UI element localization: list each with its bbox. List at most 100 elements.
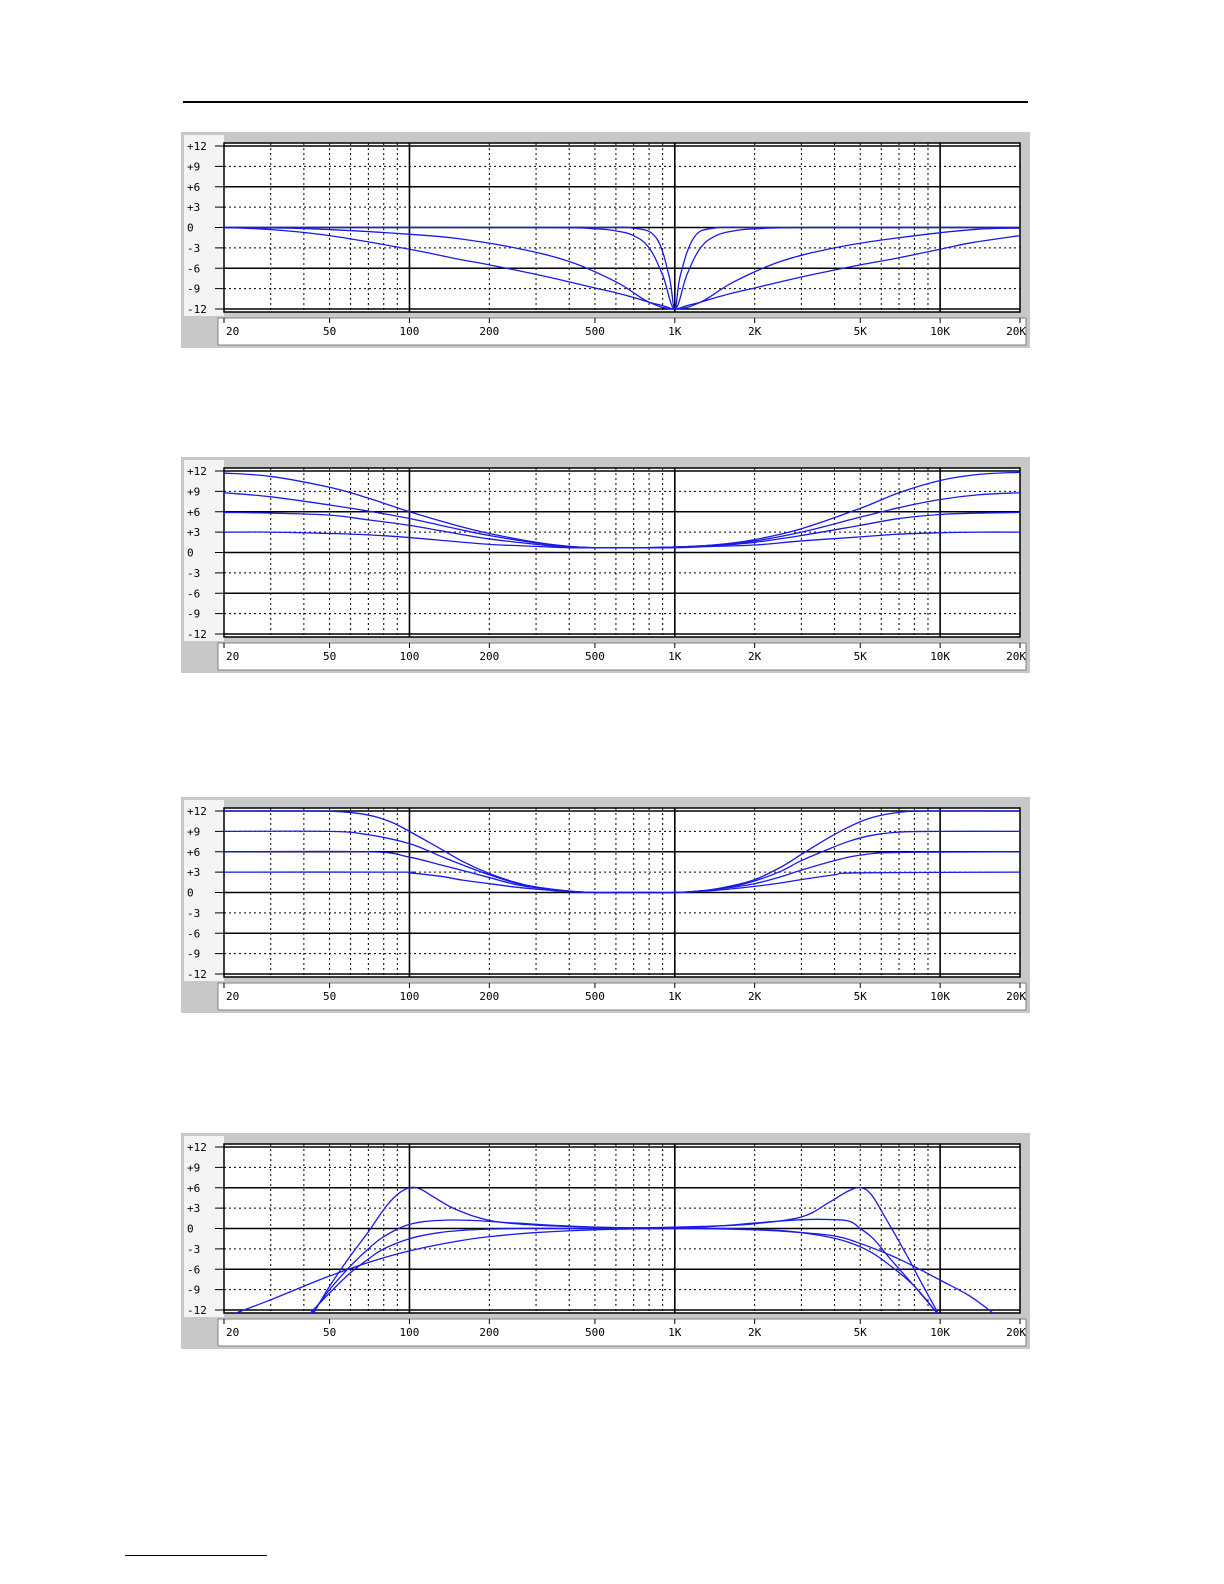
x-tick-label: 2K [748,325,762,338]
x-tick-label: 20 [226,990,239,1003]
x-tick-label: 500 [585,990,605,1003]
y-tick-label: +9 [187,825,200,838]
series-line-4 [224,226,1020,310]
x-tick-label: 50 [323,650,336,663]
x-tick-label: 20K [1006,325,1026,338]
y-axis-panel [184,1136,224,1317]
plot-border [223,467,1021,638]
y-tick-label: -6 [187,587,200,600]
y-tick-label: -12 [187,628,207,641]
x-tick-label: 200 [479,990,499,1003]
x-tick-label: 2K [748,1326,762,1339]
chart-svg: +12 +9 +6 +3 0 -3 -6 -9 -12 20 50 100 200 500 1K 2K 5K 10… [181,1133,1030,1349]
x-tick-label: 20K [1006,990,1026,1003]
y-tick-label: 0 [187,887,194,900]
eq-chart-2: +12 +9 +6 +3 0 -3 -6 -9 -12 20 50 100 200 500 1K 2K 5K 10… [181,457,1030,673]
y-tick-label: 0 [187,547,194,560]
y-tick-label: 0 [187,222,194,235]
x-tick-label: 5K [854,650,868,663]
x-tick-label: 5K [854,1326,868,1339]
y-tick-label: +6 [187,846,200,859]
y-tick-label: -12 [187,303,207,316]
y-tick-label: +9 [187,160,200,173]
series-line-2 [224,226,1020,310]
y-tick-label: -12 [187,1304,207,1317]
x-tick-label: 10K [930,325,950,338]
plot-border [223,1143,1021,1314]
y-tick-label: -3 [187,1243,200,1256]
footnote-rule [125,1555,267,1556]
x-axis-panel [217,642,1027,671]
chart-svg: +12 +9 +6 +3 0 -3 -6 -9 -12 20 50 100 200 500 1K 2K 5K 10… [181,457,1030,673]
y-tick-label: 0 [187,1223,194,1236]
y-tick-label: -9 [187,1284,200,1297]
x-tick-label: 200 [479,650,499,663]
y-tick-label: +12 [187,805,207,818]
y-tick-label: +9 [187,485,200,498]
x-axis-panel [217,982,1027,1011]
x-tick-label: 10K [930,1326,950,1339]
series-line-3 [309,1227,938,1313]
x-tick-label: 20 [226,1326,239,1339]
series-group [224,810,1020,894]
x-axis-panel [217,317,1027,346]
y-tick-label: +6 [187,1182,200,1195]
chart-svg: +12 +9 +6 +3 0 -3 -6 -9 -12 20 50 100 200 500 1K 2K 5K 10… [181,797,1030,1013]
x-tick-label: 5K [854,325,868,338]
y-axis-panel [184,800,224,981]
x-tick-label: 100 [400,990,420,1003]
x-tick-label: 100 [400,1326,420,1339]
x-tick-label: 100 [400,650,420,663]
y-tick-label: -6 [187,927,200,940]
x-tick-label: 5K [854,990,868,1003]
plot-border [223,807,1021,978]
y-tick-label: -3 [187,242,200,255]
x-tick-label: 20K [1006,650,1026,663]
y-tick-label: -3 [187,567,200,580]
eq-chart-4: +12 +9 +6 +3 0 -3 -6 -9 -12 20 50 100 200 500 1K 2K 5K 10… [181,1133,1030,1349]
y-tick-label: +6 [187,181,200,194]
x-tick-label: 500 [585,325,605,338]
x-tick-label: 50 [323,325,336,338]
x-tick-label: 500 [585,650,605,663]
y-tick-label: +6 [187,506,200,519]
series-group [224,226,1020,310]
y-tick-label: +12 [187,465,207,478]
chart-svg: +12 +9 +6 +3 0 -3 -6 -9 -12 20 50 100 200 500 1K 2K 5K 10… [181,132,1030,348]
x-tick-label: 100 [400,325,420,338]
series-line-4 [234,1227,994,1313]
header-rule [183,101,1028,103]
series-line-4 [224,871,1020,894]
x-tick-label: 1K [668,325,682,338]
x-tick-label: 1K [668,650,682,663]
x-tick-label: 20K [1006,1326,1026,1339]
y-tick-label: +3 [187,1202,200,1215]
y-tick-label: -9 [187,608,200,621]
y-tick-label: -12 [187,968,207,981]
x-tick-label: 20 [226,325,239,338]
eq-chart-3: +12 +9 +6 +3 0 -3 -6 -9 -12 20 50 100 200 500 1K 2K 5K 10… [181,797,1030,1013]
x-tick-label: 200 [479,1326,499,1339]
y-tick-label: +12 [187,1141,207,1154]
series-group [234,1186,994,1313]
y-axis-panel [184,460,224,641]
y-tick-label: +12 [187,140,207,153]
y-tick-label: -9 [187,948,200,961]
x-tick-label: 20 [226,650,239,663]
series-line-4 [224,531,1020,549]
x-axis-panel [217,1318,1027,1347]
y-tick-label: -6 [187,1263,200,1276]
eq-chart-1: +12 +9 +6 +3 0 -3 -6 -9 -12 20 50 100 200 500 1K 2K 5K 10… [181,132,1030,348]
y-axis-panel [184,135,224,316]
x-tick-label: 50 [323,1326,336,1339]
x-tick-label: 2K [748,990,762,1003]
grid [215,468,1020,637]
x-tick-label: 1K [668,990,682,1003]
series-group [224,471,1020,549]
y-tick-label: +3 [187,526,200,539]
x-tick-label: 10K [930,650,950,663]
y-tick-label: -3 [187,907,200,920]
x-tick-label: 500 [585,1326,605,1339]
series-line-2 [311,1218,938,1313]
x-tick-label: 2K [748,650,762,663]
